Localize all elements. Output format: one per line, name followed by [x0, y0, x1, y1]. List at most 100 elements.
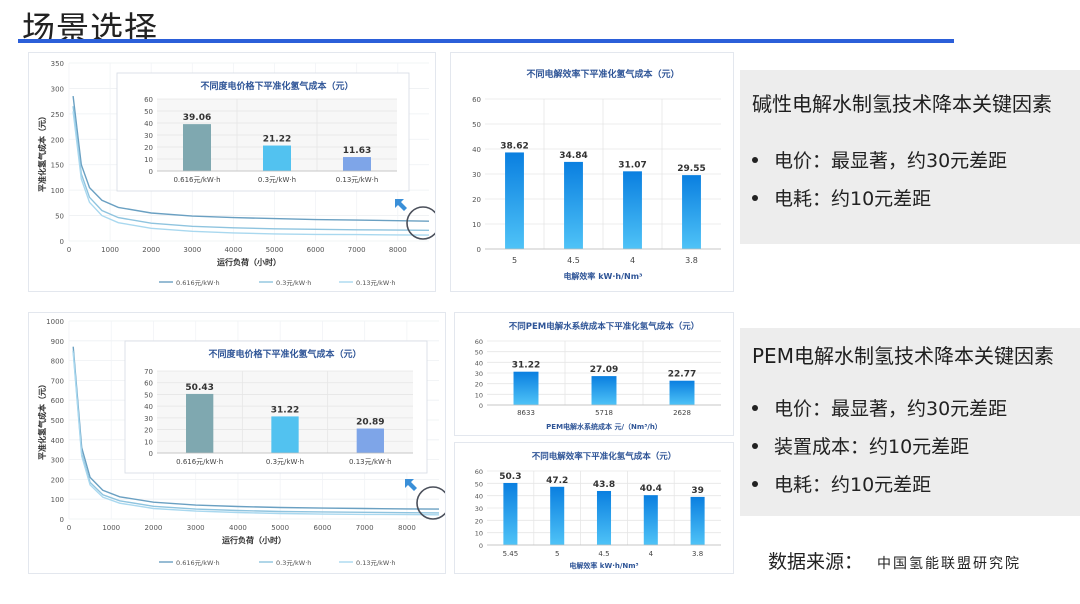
y-tick-label: 0 [149, 168, 153, 176]
bar [356, 428, 384, 453]
y-tick-label: 60 [472, 96, 481, 104]
alkaline-efficiency-bar-chart: 不同电解效率下平准化氢气成本（元） 0 10 20 30 40 50 60 38.62 5 34.8… [472, 68, 721, 281]
bullet-dot [752, 404, 758, 411]
series-line [72, 106, 430, 231]
legend-entry: 0.13元/kW·h [356, 279, 396, 287]
data-label: 38.62 [500, 141, 528, 151]
pem-factors-heading: PEM电解水制氢技术降本关键因素 [752, 344, 1054, 368]
y-tick-label: 600 [51, 397, 64, 405]
x-tick-label: 4.5 [598, 550, 609, 558]
chart-title: 不同度电价格下平准化氢气成本（元） [200, 80, 353, 92]
y-tick-label: 40 [475, 493, 483, 501]
y-tick-label: 60 [475, 468, 483, 476]
legend-entry: 0.13元/kW·h [356, 559, 396, 567]
pointer-arrow-icon [405, 479, 417, 491]
y-tick-label: 100 [51, 496, 64, 504]
x-tick-label: 5000 [271, 524, 289, 532]
alkaline-load-chart-panel: 0 50 100 150 200 250 300 350 0 1000 2000 3000 4000 50… [28, 52, 436, 292]
y-tick-label: 40 [475, 359, 483, 367]
x-tick-label: 2000 [142, 246, 160, 254]
y-tick-label: 60 [475, 338, 483, 346]
bar [505, 152, 524, 249]
y-tick-label: 10 [472, 221, 481, 229]
alkaline-factors-box: 碱性电解水制氢技术降本关键因素 电价：最显著，约30元差距 电耗：约10元差距 [740, 70, 1080, 244]
pem-system-cost-chart-panel: 不同PEM电解水系统成本下平准化氢气成本（元） 0 10 20 30 40 50 60 31.2… [454, 312, 734, 436]
bar [513, 371, 539, 405]
y-tick-label: 20 [475, 381, 483, 389]
y-tick-label: 20 [472, 196, 481, 204]
alkaline-factor-item: 电耗：约10元差距 [752, 180, 1007, 218]
pem-factors-list: 电价：最显著，约30元差距 装置成本：约10元差距 电耗：约10元差距 [752, 390, 1007, 504]
y-tick-label: 30 [472, 171, 481, 179]
data-label: 40.4 [640, 484, 662, 494]
y-tick-label: 60 [144, 380, 153, 388]
y-tick-label: 0 [60, 516, 64, 524]
bar [682, 175, 701, 249]
legend-entry: 0.3元/kW·h [276, 559, 311, 567]
x-tick-label: 5 [512, 256, 517, 265]
x-tick-label: 8000 [389, 246, 407, 254]
alkaline-factors-list: 电价：最显著，约30元差距 电耗：约10元差距 [752, 142, 1007, 218]
chart-title: 不同PEM电解水系统成本下平准化氢气成本（元） [509, 321, 700, 332]
x-tick-label: 0 [67, 246, 71, 254]
bullet-dot [752, 480, 758, 487]
y-tick-label: 40 [472, 146, 481, 154]
y-tick-label: 30 [475, 505, 483, 513]
y-tick-label: 0 [479, 542, 483, 550]
title-underline [18, 39, 954, 43]
y-tick-label: 30 [144, 132, 153, 140]
data-label: 31.22 [271, 405, 299, 415]
pem-factor-item: 电耗：约10元差距 [752, 466, 1007, 504]
y-tick-label: 0 [60, 238, 64, 246]
data-label: 39 [691, 486, 704, 496]
x-tick-label: 6000 [314, 524, 332, 532]
y-tick-label: 10 [475, 530, 483, 538]
inset-price-chart: 不同度电价格下平准化氢气成本（元） 0 10 20 30 40 50 60 39.06 0.616… [116, 72, 410, 192]
bar [591, 376, 617, 405]
x-tick-label: 0 [67, 524, 71, 532]
data-label: 31.07 [618, 160, 646, 170]
chart-title: 不同电解效率下平准化氢气成本（元） [526, 68, 679, 80]
y-tick-label: 20 [144, 144, 153, 152]
data-label: 47.2 [546, 476, 568, 486]
y-tick-label: 1000 [46, 318, 64, 326]
data-label: 29.55 [677, 164, 705, 174]
x-tick-label: 7000 [356, 524, 374, 532]
x-tick-label: 3000 [183, 246, 201, 254]
series-line [72, 346, 440, 510]
x-tick-label: 3.8 [685, 256, 698, 265]
x-tick-label: 4 [649, 550, 654, 558]
x-tick-label: 0.616元/kW·h [173, 176, 220, 184]
y-tick-label: 0 [479, 402, 483, 410]
data-label: 27.09 [590, 365, 618, 375]
x-tick-label: 2000 [145, 524, 163, 532]
y-tick-label: 350 [51, 60, 64, 68]
y-tick-label: 10 [144, 438, 153, 446]
y-tick-label: 40 [144, 403, 153, 411]
bar [623, 171, 642, 249]
bar [263, 145, 291, 171]
bullet-dot [752, 442, 758, 449]
x-tick-label: 4000 [229, 524, 247, 532]
y-tick-label: 200 [51, 136, 64, 144]
y-tick-label: 300 [51, 457, 64, 465]
bar [669, 380, 695, 405]
x-tick-label: 1000 [101, 246, 119, 254]
bar [564, 161, 583, 249]
pem-load-chart-panel: 0 100 200 300 400 500 600 700 800 900 1000 0 1000 200… [28, 312, 446, 574]
y-tick-label: 10 [144, 156, 153, 164]
pointer-arrow-icon [395, 199, 407, 211]
y-tick-label: 50 [55, 213, 64, 221]
pem-factors-box: PEM电解水制氢技术降本关键因素 电价：最显著，约30元差距 装置成本：约10元… [740, 328, 1080, 516]
data-label: 11.63 [343, 146, 371, 156]
x-tick-label: 8633 [517, 409, 535, 417]
x-tick-label: 5718 [595, 409, 613, 417]
y-tick-label: 30 [475, 370, 483, 378]
y-tick-label: 0 [477, 246, 481, 254]
x-tick-label: 4 [630, 256, 635, 265]
y-tick-label: 60 [144, 96, 153, 104]
x-tick-label: 4000 [224, 246, 242, 254]
y-tick-label: 0 [149, 450, 153, 458]
legend-entry: 0.616元/kW·h [176, 279, 220, 287]
